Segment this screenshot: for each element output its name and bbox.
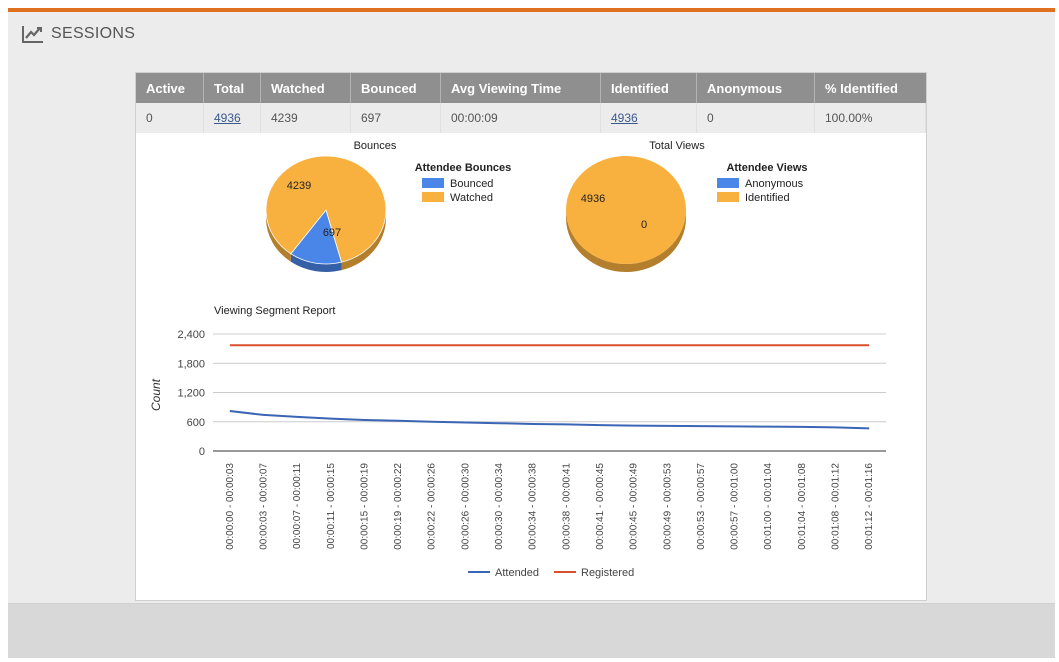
y-tick-label: 2,400: [177, 329, 205, 341]
legend-label-anonymous: Anonymous: [745, 178, 804, 190]
line-chart-legend: Attended Registered: [468, 567, 634, 579]
col-pct-identified: % Identified: [814, 73, 926, 103]
x-tick-label: 00:00:49 - 00:00:53: [662, 463, 673, 550]
views-legend-title: Attendee Views: [726, 162, 807, 174]
total-link[interactable]: 4936: [214, 111, 241, 125]
legend-label-identified: Identified: [745, 192, 790, 204]
sessions-header: SESSIONS: [21, 22, 135, 46]
pie-value-label-bounced: 697: [323, 227, 341, 239]
x-tick-label: 00:00:53 - 00:00:57: [696, 463, 707, 550]
pie-slice-watched[interactable]: [265, 155, 387, 263]
x-tick-label: 00:00:57 - 00:01:00: [730, 463, 741, 550]
bounces-pie-chart: Bounces Attendee Bounces Bounced Watched…: [265, 140, 512, 272]
y-tick-label: 600: [187, 417, 205, 429]
sessions-panel: SESSIONS Active Total Watched Bounced Av…: [8, 8, 1055, 658]
legend-label-watched: Watched: [450, 192, 493, 204]
col-active: Active: [136, 73, 204, 103]
cell-anonymous: 0: [696, 103, 815, 133]
cell-total: 4936: [203, 103, 261, 133]
legend-label-bounced: Bounced: [450, 178, 493, 190]
col-watched: Watched: [260, 73, 351, 103]
x-tick-label: 00:00:15 - 00:00:19: [359, 463, 370, 550]
x-tick-label: 00:01:08 - 00:01:12: [831, 463, 842, 550]
col-avg-viewing-time: Avg Viewing Time: [440, 73, 601, 103]
pie-side-b: [341, 210, 386, 271]
line-chart-title: Viewing Segment Report: [214, 305, 335, 317]
x-tick-label: 00:00:41 - 00:00:45: [595, 463, 606, 550]
pie-value-label-watched: 4239: [287, 180, 311, 192]
y-axis-label: Count: [149, 378, 163, 411]
pie-side-b: [266, 210, 291, 262]
identified-link[interactable]: 4936: [611, 111, 638, 125]
sessions-report: Active Total Watched Bounced Avg Viewing…: [135, 72, 927, 601]
x-tick-label: 00:00:00 - 00:00:03: [225, 463, 236, 550]
series-line-attended: [229, 410, 870, 430]
cell-bounced: 697: [350, 103, 441, 133]
x-tick-label: 00:00:22 - 00:00:26: [427, 463, 438, 550]
bounces-chart-title: Bounces: [354, 140, 397, 152]
page-title: SESSIONS: [51, 25, 136, 42]
viewing-segment-line-chart: Viewing Segment Report Count 0 600 1,200 1,…: [149, 305, 886, 579]
x-tick-label: 00:01:00 - 00:01:04: [763, 463, 774, 550]
cell-avg-viewing-time: 00:00:09: [440, 103, 601, 133]
bounces-legend-title: Attendee Bounces: [415, 162, 512, 174]
x-tick-label: 00:01:12 - 00:01:16: [864, 463, 875, 550]
pie-slice-bounced[interactable]: [290, 209, 343, 265]
x-tick-label: 00:00:30 - 00:00:34: [494, 463, 505, 550]
y-tick-label: 1,200: [177, 388, 205, 400]
views-pie-chart: Total Views Attendee Views Anonymous Ide…: [566, 140, 808, 272]
stats-header-row: Active Total Watched Bounced Avg Viewing…: [136, 73, 926, 103]
x-tick-label: 00:00:34 - 00:00:38: [528, 463, 539, 550]
col-bounced: Bounced: [350, 73, 441, 103]
legend-swatch-watched: [422, 192, 444, 202]
y-tick-label: 0: [199, 446, 205, 458]
pie-side-a: [290, 253, 342, 272]
x-tick-label: 00:00:38 - 00:00:41: [561, 463, 572, 550]
x-tick-label: 00:00:11 - 00:00:15: [326, 463, 337, 549]
x-tick-label: 00:01:04 - 00:01:08: [797, 463, 808, 550]
legend-swatch-identified: [717, 192, 739, 202]
x-tick-label: 00:00:45 - 00:00:49: [629, 463, 640, 550]
pie-slice-identified[interactable]: [566, 156, 686, 264]
charts-area: Bounces Attendee Bounces Bounced Watched…: [149, 140, 886, 579]
x-tick-label: 00:00:03 - 00:00:07: [258, 463, 269, 550]
cell-pct-identified: 100.00%: [814, 103, 926, 133]
col-total: Total: [203, 73, 261, 103]
x-tick-label: 00:00:19 - 00:00:22: [393, 463, 404, 550]
legend-label-attended: Attended: [495, 567, 539, 579]
legend-label-registered: Registered: [581, 567, 634, 579]
legend-swatch-bounced: [422, 178, 444, 188]
footer-bar: [8, 603, 1055, 658]
cell-watched: 4239: [260, 103, 351, 133]
table-row: 0 4936 4239 697 00:00:09 4936 0 100.00%: [136, 103, 926, 133]
trend-chart-icon: [21, 24, 45, 44]
cell-active: 0: [136, 103, 204, 133]
views-chart-title: Total Views: [649, 140, 705, 152]
x-tick-label: 00:00:26 - 00:00:30: [460, 463, 471, 550]
pie-value-label-anonymous: 0: [641, 219, 647, 231]
legend-swatch-anonymous: [717, 178, 739, 188]
cell-identified: 4936: [600, 103, 697, 133]
col-anonymous: Anonymous: [696, 73, 815, 103]
col-identified: Identified: [600, 73, 697, 103]
y-tick-label: 1,800: [177, 358, 205, 370]
pie-value-label-identified: 4936: [581, 193, 605, 205]
x-tick-label: 00:00:07 - 00:00:11: [292, 463, 303, 549]
stats-table: Active Total Watched Bounced Avg Viewing…: [136, 73, 926, 133]
